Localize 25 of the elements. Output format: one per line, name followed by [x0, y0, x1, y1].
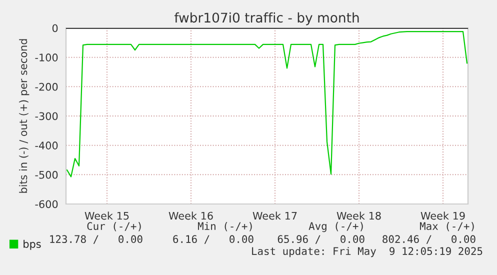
x-tick-label: Week 17 — [252, 212, 297, 220]
text: 65.96 / 0.00 — [278, 235, 364, 244]
x-tick-label: Week 16 — [168, 212, 213, 220]
y-tick-label: -100 — [35, 54, 58, 62]
y-tick-label: 0 — [52, 24, 58, 32]
text: Avg (-/+) — [308, 222, 363, 232]
chart-title: fwbr107i0 traffic - by month — [174, 12, 359, 26]
x-tick-label: Week 19 — [420, 212, 465, 220]
y-tick-label: -500 — [35, 170, 58, 179]
x-tick-label: Week 18 — [336, 212, 381, 220]
y-axis-title: bits in (-) / out (+) per second — [19, 39, 30, 193]
text: Min (-/+) — [198, 222, 252, 232]
line-series — [66, 30, 468, 178]
x-tick-label: Week 15 — [84, 212, 129, 220]
text: Last update: Fri May 9 12:05:19 2025 — [252, 246, 482, 258]
y-tick-label: -400 — [35, 142, 58, 150]
legend-label: bps — [24, 240, 41, 250]
y-tick-label: -300 — [35, 112, 58, 120]
text: Max (-/+) — [420, 222, 474, 232]
y-tick-label: -600 — [35, 200, 58, 208]
y-tick-label: -200 — [35, 82, 58, 91]
text: 6.16 / 0.00 — [173, 235, 254, 244]
text: 123.78 / 0.00 — [50, 235, 142, 244]
text: Cur (-/+) — [87, 222, 141, 232]
text: 802.46 / 0.00 — [382, 235, 476, 244]
